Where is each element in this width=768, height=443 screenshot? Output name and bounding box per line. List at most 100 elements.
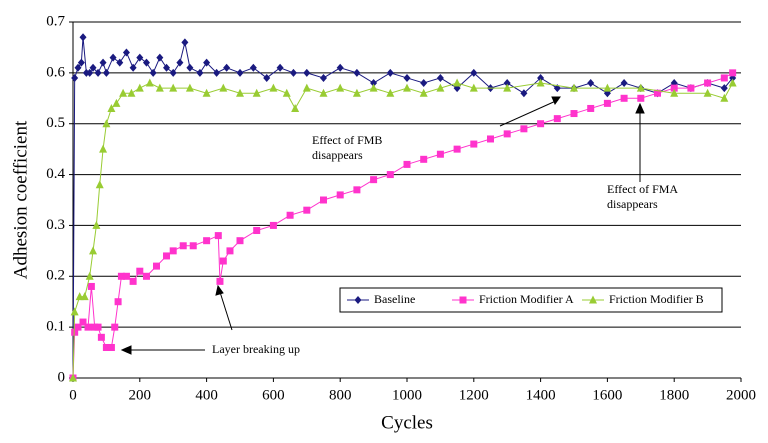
marker bbox=[704, 79, 712, 87]
annotation: Layer breaking up bbox=[212, 342, 300, 356]
marker bbox=[203, 58, 211, 67]
marker bbox=[302, 83, 311, 92]
marker bbox=[135, 83, 144, 92]
marker bbox=[487, 135, 494, 143]
marker bbox=[116, 58, 124, 67]
series-line bbox=[72, 82, 734, 379]
marker bbox=[469, 83, 478, 92]
marker bbox=[85, 271, 94, 280]
marker bbox=[636, 83, 645, 92]
marker bbox=[553, 115, 561, 123]
marker bbox=[291, 103, 300, 112]
marker bbox=[263, 73, 271, 82]
marker bbox=[276, 63, 284, 72]
marker bbox=[149, 68, 157, 77]
marker bbox=[453, 145, 461, 153]
annotation: Effect of FMB bbox=[312, 133, 382, 147]
marker bbox=[520, 125, 528, 133]
marker bbox=[436, 83, 445, 92]
marker bbox=[223, 63, 231, 72]
marker bbox=[80, 292, 89, 301]
marker bbox=[459, 296, 467, 304]
marker bbox=[319, 88, 328, 97]
x-tick-label: 1400 bbox=[526, 387, 556, 403]
marker bbox=[219, 83, 228, 92]
marker bbox=[729, 69, 737, 77]
marker bbox=[570, 110, 578, 118]
marker bbox=[92, 220, 101, 229]
marker bbox=[249, 63, 257, 72]
marker bbox=[94, 68, 102, 77]
series bbox=[69, 78, 737, 382]
marker bbox=[95, 180, 104, 189]
marker bbox=[111, 323, 119, 331]
x-axis-label: Cycles bbox=[381, 412, 433, 433]
marker bbox=[156, 53, 164, 62]
marker bbox=[286, 211, 294, 219]
marker bbox=[386, 171, 394, 179]
annotation: Effect of FMA bbox=[607, 182, 678, 196]
marker bbox=[620, 94, 628, 102]
marker bbox=[236, 88, 244, 97]
marker bbox=[303, 68, 311, 77]
y-tick-label: 0.7 bbox=[46, 13, 65, 29]
marker bbox=[252, 88, 261, 97]
marker bbox=[537, 73, 545, 82]
marker bbox=[386, 88, 395, 97]
marker bbox=[470, 68, 478, 77]
marker bbox=[226, 247, 234, 255]
marker bbox=[122, 48, 130, 57]
y-tick-label: 0.1 bbox=[46, 319, 65, 335]
marker bbox=[353, 186, 361, 194]
marker bbox=[69, 373, 77, 382]
x-tick-label: 200 bbox=[129, 387, 152, 403]
annotation: disappears bbox=[607, 197, 658, 211]
marker bbox=[122, 272, 130, 280]
marker bbox=[587, 104, 595, 112]
marker bbox=[720, 93, 729, 102]
marker bbox=[303, 206, 311, 214]
marker bbox=[320, 196, 327, 204]
marker bbox=[203, 237, 211, 245]
marker bbox=[79, 33, 87, 42]
x-tick-label: 800 bbox=[329, 387, 352, 403]
marker bbox=[155, 83, 164, 92]
marker bbox=[620, 79, 628, 88]
marker bbox=[420, 79, 428, 88]
marker bbox=[420, 155, 428, 163]
x-tick-label: 2000 bbox=[726, 387, 756, 403]
y-axis-label: Adhesion coefficient bbox=[10, 120, 31, 279]
marker bbox=[84, 323, 92, 331]
marker bbox=[503, 130, 511, 138]
marker bbox=[89, 246, 98, 255]
marker bbox=[453, 78, 462, 87]
marker bbox=[74, 63, 82, 72]
y-tick-label: 0.2 bbox=[46, 268, 65, 284]
marker bbox=[403, 160, 411, 168]
x-tick-label: 1600 bbox=[592, 387, 622, 403]
marker bbox=[169, 68, 177, 77]
marker bbox=[436, 73, 444, 82]
marker bbox=[403, 73, 411, 82]
marker bbox=[670, 88, 679, 97]
marker bbox=[537, 120, 545, 128]
marker bbox=[102, 119, 111, 128]
marker bbox=[720, 84, 728, 93]
marker bbox=[181, 38, 189, 47]
marker bbox=[216, 277, 224, 285]
y-tick-label: 0 bbox=[58, 369, 66, 385]
annotation-arrows bbox=[120, 96, 645, 355]
marker bbox=[236, 237, 244, 245]
marker bbox=[354, 296, 362, 304]
marker bbox=[336, 191, 344, 199]
marker bbox=[153, 262, 160, 270]
marker bbox=[185, 83, 194, 92]
marker bbox=[89, 63, 97, 72]
marker bbox=[386, 68, 394, 77]
marker bbox=[353, 68, 361, 77]
marker bbox=[119, 88, 128, 97]
legend-box bbox=[339, 287, 723, 313]
legend-label: Friction Modifier B bbox=[609, 292, 704, 306]
marker bbox=[86, 68, 94, 77]
marker bbox=[129, 277, 137, 285]
